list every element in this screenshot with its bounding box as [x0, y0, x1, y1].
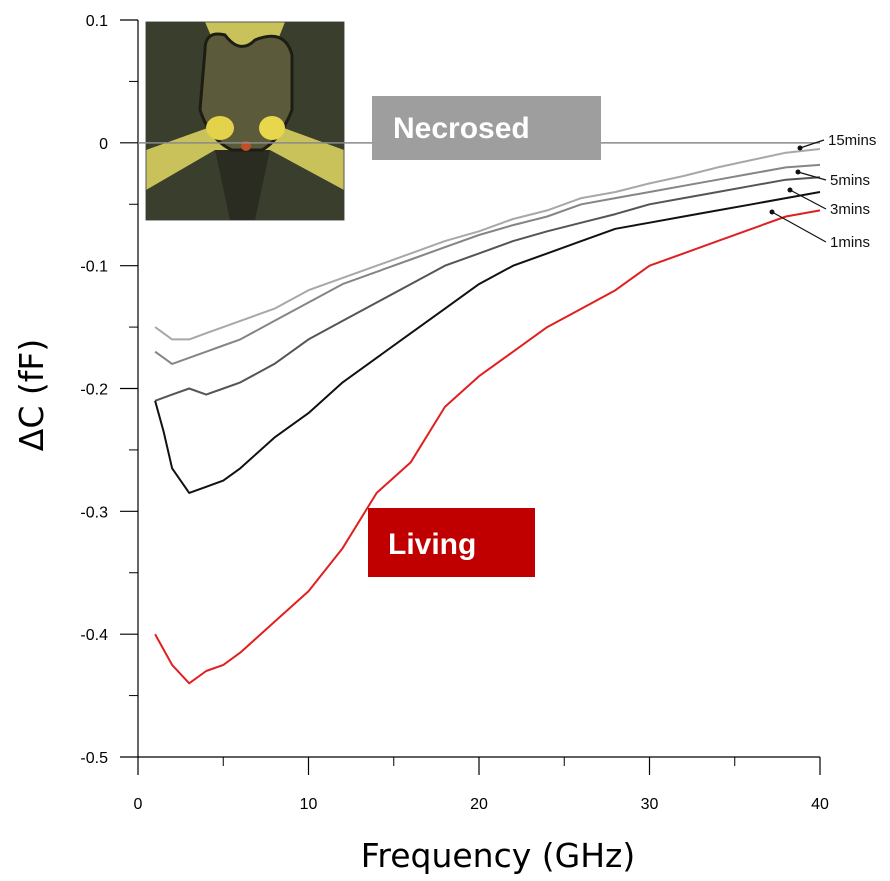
- curve-label-arrowhead: [787, 187, 793, 193]
- curve-label-pointer: [789, 189, 827, 210]
- x-tick-label: 10: [300, 796, 318, 813]
- x-tick-label: 0: [134, 796, 143, 813]
- living-badge: Living: [368, 508, 535, 577]
- series-line-15mins: [154, 148, 821, 341]
- y-axis-title: ΔC (fF): [12, 339, 51, 451]
- series-line-1mins: [154, 191, 821, 494]
- curve-label-arrowhead: [795, 169, 801, 175]
- curve-label-pointer: [797, 171, 827, 181]
- y-tick-label: 0.1: [86, 13, 108, 30]
- series-line-5mins: [154, 163, 821, 365]
- y-tick-label: 0: [99, 136, 108, 153]
- series-layer: [154, 148, 821, 685]
- x-tick-label: 30: [641, 796, 659, 813]
- curve-label-3mins: 3mins: [830, 201, 870, 218]
- x-tick-label: 20: [470, 796, 488, 813]
- series-line-living: [154, 209, 821, 685]
- y-tick-label: -0.4: [80, 627, 108, 644]
- curve-labels: 15mins 5mins 3mins 1mins: [769, 132, 876, 251]
- y-tick-label: -0.5: [80, 750, 108, 767]
- necrosed-label: Necrosed: [393, 112, 530, 145]
- y-tick-label: -0.2: [80, 382, 108, 399]
- necrosed-badge: Necrosed: [372, 96, 601, 160]
- series-line-3mins: [154, 176, 821, 402]
- y-tick-label: -0.1: [80, 259, 108, 276]
- curve-label-pointer: [771, 211, 827, 243]
- x-axis-title: Frequency (GHz): [361, 836, 635, 875]
- x-tick-label: 40: [811, 796, 829, 813]
- microscope-inset-image: [145, 21, 345, 221]
- y-tick-label: -0.3: [80, 504, 108, 521]
- curve-label-arrowhead: [769, 209, 775, 215]
- curve-label-pointer: [799, 139, 825, 149]
- curve-label-15mins: 15mins: [828, 132, 876, 149]
- living-label: Living: [388, 528, 476, 561]
- curve-label-1mins: 1mins: [830, 234, 870, 251]
- curve-label-arrowhead: [797, 145, 803, 151]
- curve-label-5mins: 5mins: [830, 172, 870, 189]
